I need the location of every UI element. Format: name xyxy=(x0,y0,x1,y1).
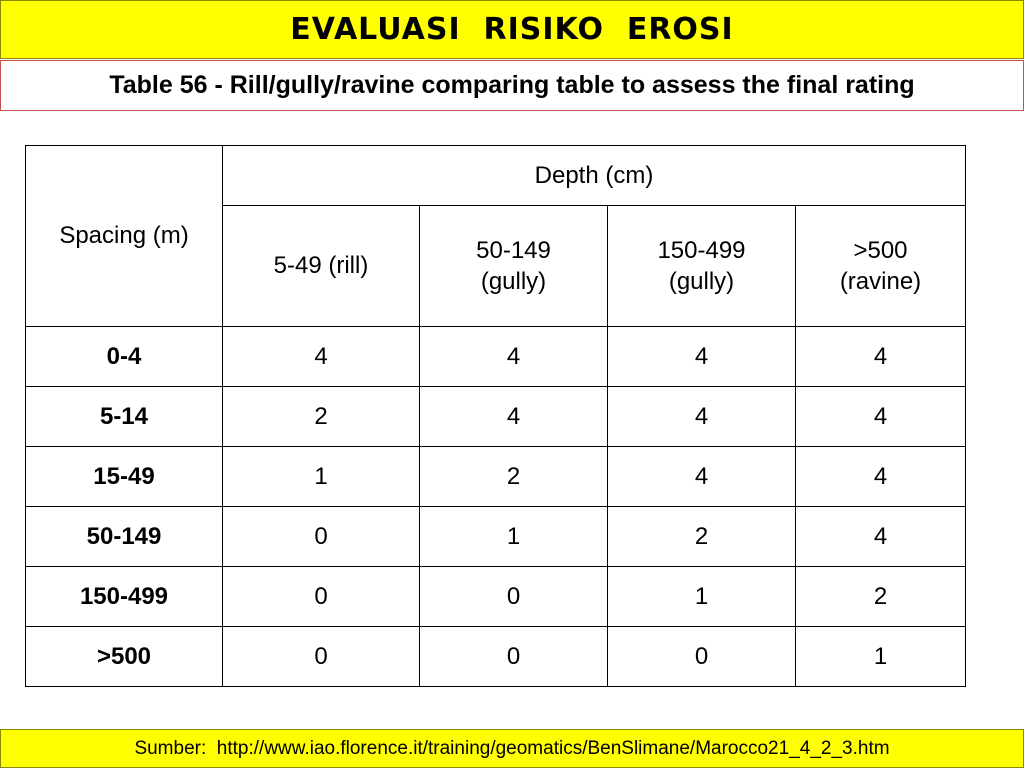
rating-cell: 4 xyxy=(419,386,608,447)
depth-column-header: 5-49 (rill) xyxy=(222,205,420,327)
rating-cell: 4 xyxy=(419,326,608,387)
rating-cell: 4 xyxy=(795,326,966,387)
rating-cell: 4 xyxy=(607,326,796,387)
table-caption: Table 56 - Rill/gully/ravine comparing t… xyxy=(109,71,915,99)
page-title: EVALUASI RISIKO EROSI xyxy=(290,12,734,47)
rating-cell: 0 xyxy=(419,626,608,687)
subtitle-bar: Table 56 - Rill/gully/ravine comparing t… xyxy=(0,60,1024,111)
table-row: >500 0 0 0 1 xyxy=(25,626,966,687)
depth-column-type: (ravine) xyxy=(839,268,922,295)
rating-cell: 0 xyxy=(222,506,420,567)
header-row-depth-classes: 5-49 (rill) 50-149 (gully) 150-499 (gull… xyxy=(26,205,966,327)
rating-cell: 4 xyxy=(795,506,966,567)
spacing-cell: >500 xyxy=(25,626,223,687)
rating-cell: 0 xyxy=(419,566,608,627)
rating-cell: 1 xyxy=(222,446,420,507)
header-row-depth: Spacing (m) Depth (cm) xyxy=(25,145,966,327)
depth-column-label: 50-149 xyxy=(476,236,551,264)
depth-column-header: 50-149 (gully) xyxy=(419,205,608,327)
rating-table: Spacing (m) Depth (cm) 5-49 (rill) 50-14… xyxy=(25,145,966,687)
table-row: 150-499 0 0 1 2 xyxy=(25,566,966,627)
spacing-cell: 0-4 xyxy=(25,326,223,387)
rating-cell: 4 xyxy=(795,386,966,447)
spacing-cell: 15-49 xyxy=(25,446,223,507)
depth-column-type: (gully) xyxy=(668,268,735,295)
depth-header: Depth (cm) xyxy=(222,145,966,206)
table-row: 0-4 4 4 4 4 xyxy=(25,326,966,387)
spacing-cell: 5-14 xyxy=(25,386,223,447)
rating-cell: 4 xyxy=(795,446,966,507)
spacing-header: Spacing (m) xyxy=(25,145,223,327)
depth-column-label: 150-499 xyxy=(657,236,746,264)
rating-cell: 0 xyxy=(222,626,420,687)
source-citation: Sumber: http://www.iao.florence.it/train… xyxy=(134,737,890,759)
table-row: 50-149 0 1 2 4 xyxy=(25,506,966,567)
rating-cell: 4 xyxy=(607,386,796,447)
rating-cell: 1 xyxy=(795,626,966,687)
title-bar: EVALUASI RISIKO EROSI xyxy=(0,0,1024,59)
rating-cell: 2 xyxy=(607,506,796,567)
rating-cell: 1 xyxy=(419,506,608,567)
spacing-cell: 150-499 xyxy=(25,566,223,627)
table-row: 15-49 1 2 4 4 xyxy=(25,446,966,507)
depth-column-label: 5-49 (rill) xyxy=(273,252,369,280)
table-row: 5-14 2 4 4 4 xyxy=(25,386,966,447)
rating-cell: 2 xyxy=(419,446,608,507)
spacing-cell: 50-149 xyxy=(25,506,223,567)
depth-column-header: 150-499 (gully) xyxy=(607,205,796,327)
rating-cell: 4 xyxy=(607,446,796,507)
depth-column-type: (gully) xyxy=(480,268,547,295)
depth-column-label: >500 xyxy=(853,236,908,264)
depth-column-header: >500 (ravine) xyxy=(795,205,966,327)
rating-cell: 0 xyxy=(222,566,420,627)
rating-cell: 4 xyxy=(222,326,420,387)
rating-cell: 2 xyxy=(222,386,420,447)
rating-cell: 2 xyxy=(795,566,966,627)
source-bar: Sumber: http://www.iao.florence.it/train… xyxy=(0,729,1024,768)
rating-cell: 0 xyxy=(607,626,796,687)
rating-cell: 1 xyxy=(607,566,796,627)
